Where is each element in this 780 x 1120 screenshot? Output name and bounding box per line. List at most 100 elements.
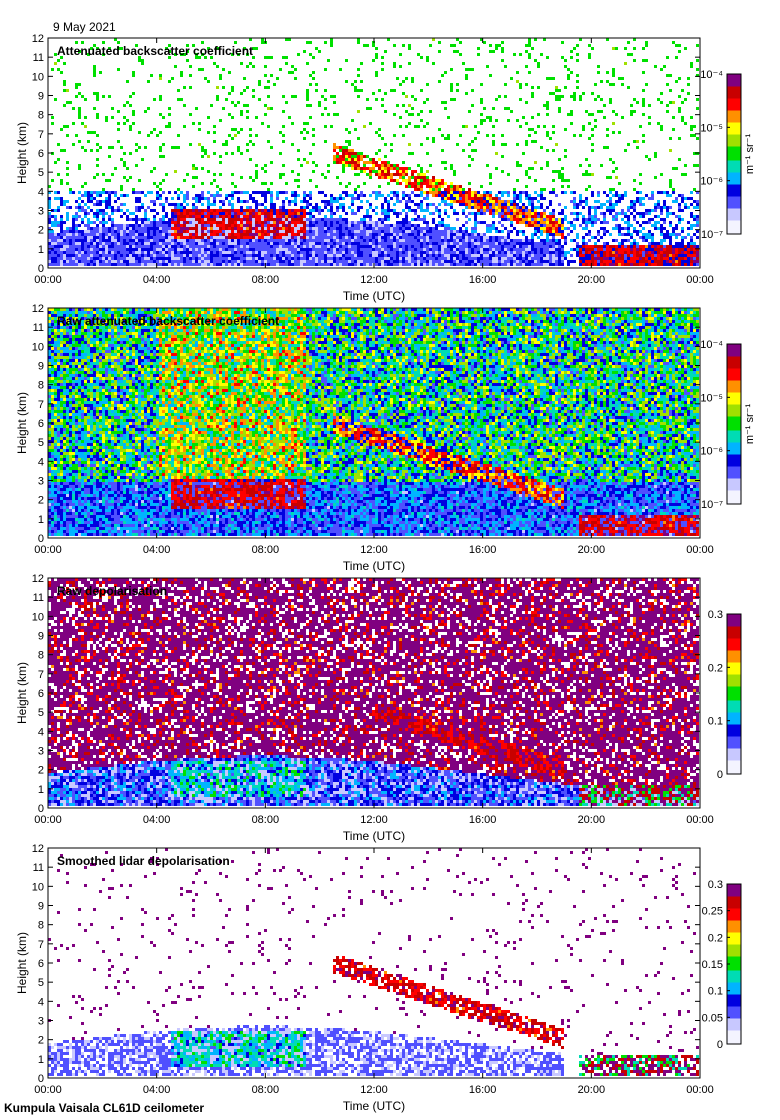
colorbar-tick-label: 10⁻⁴ — [700, 69, 723, 81]
y-tick-label: 8 — [38, 650, 44, 662]
x-tick-label: 00:00 — [686, 1084, 714, 1096]
y-tick-label: 7 — [38, 399, 44, 411]
y-tick-label: 6 — [38, 958, 44, 970]
y-tick-label: 4 — [38, 996, 44, 1008]
x-tick-label: 04:00 — [143, 544, 171, 556]
x-axis-label: Time (UTC) — [343, 1099, 405, 1113]
x-tick-label: 00:00 — [34, 1084, 62, 1096]
heatmap-field — [48, 578, 699, 806]
y-tick-label: 11 — [33, 52, 44, 64]
colorbar-tick-label: 10⁻⁵ — [700, 122, 723, 134]
x-tick-label: 00:00 — [686, 544, 714, 556]
colorbar-tick-label: 10⁻⁶ — [700, 446, 723, 458]
y-axis-label: Height (km) — [15, 932, 29, 994]
y-tick-label: 5 — [38, 977, 44, 989]
x-tick-label: 08:00 — [252, 1084, 280, 1096]
y-tick-label: 10 — [32, 611, 44, 623]
colorbar: 10⁻⁷10⁻⁶10⁻⁵10⁻⁴m⁻¹ sr⁻¹ — [700, 69, 756, 241]
x-tick-label: 00:00 — [686, 814, 714, 826]
y-tick-label: 10 — [32, 341, 44, 353]
y-tick-label: 1 — [38, 514, 44, 526]
colorbar-tick-label: 0.05 — [702, 1012, 723, 1024]
x-tick-label: 20:00 — [578, 814, 606, 826]
x-tick-label: 16:00 — [469, 1084, 497, 1096]
y-axis-label: Height (km) — [15, 662, 29, 724]
colorbar-tick-label: 0.2 — [708, 932, 723, 944]
y-tick-label: 9 — [38, 631, 44, 643]
y-tick-label: 11 — [33, 322, 44, 334]
x-tick-label: 08:00 — [252, 274, 280, 286]
x-tick-label: 20:00 — [578, 274, 606, 286]
x-axis-label: Time (UTC) — [343, 559, 405, 573]
y-tick-label: 8 — [38, 920, 44, 932]
panel-title: Smoothed lidar depolarisation — [57, 854, 230, 868]
y-tick-label: 6 — [38, 148, 44, 160]
colorbar-tick-label: 0.1 — [708, 986, 723, 998]
colorbar-tick-label: 10⁻⁶ — [700, 176, 723, 188]
y-tick-label: 5 — [38, 707, 44, 719]
x-tick-label: 12:00 — [360, 1084, 388, 1096]
x-tick-label: 12:00 — [360, 274, 388, 286]
y-tick-label: 8 — [38, 110, 44, 122]
y-tick-label: 7 — [38, 669, 44, 681]
y-tick-label: 8 — [38, 380, 44, 392]
y-tick-label: 6 — [38, 418, 44, 430]
x-tick-label: 16:00 — [469, 544, 497, 556]
instrument-label: Kumpula Vaisala CL61D ceilometer — [4, 1101, 204, 1115]
y-tick-label: 2 — [38, 225, 44, 237]
heatmap-field — [48, 308, 699, 536]
y-tick-label: 11 — [33, 592, 44, 604]
y-tick-label: 1 — [38, 784, 44, 796]
colorbar-tick-label: 0.3 — [708, 879, 723, 891]
panel-title: Raw attenuated backscatter coefficient — [57, 314, 279, 328]
x-tick-label: 04:00 — [143, 814, 171, 826]
panel-title: Attenuated backscatter coefficient — [57, 44, 253, 58]
x-tick-label: 04:00 — [143, 1084, 171, 1096]
y-tick-label: 3 — [38, 1016, 44, 1028]
x-tick-label: 00:00 — [34, 274, 62, 286]
y-tick-label: 2 — [38, 495, 44, 507]
y-tick-label: 10 — [32, 881, 44, 893]
colorbar-tick-label: 0.2 — [708, 662, 723, 674]
y-tick-label: 4 — [38, 186, 44, 198]
colorbar-tick-label: 0 — [717, 769, 723, 781]
y-tick-label: 6 — [38, 688, 44, 700]
y-axis-label: Height (km) — [15, 392, 29, 454]
y-tick-label: 4 — [38, 456, 44, 468]
x-tick-label: 08:00 — [252, 814, 280, 826]
x-tick-label: 12:00 — [360, 814, 388, 826]
colorbar-tick-label: 0.25 — [702, 906, 723, 918]
y-tick-label: 3 — [38, 746, 44, 758]
y-tick-label: 4 — [38, 726, 44, 738]
colorbar: 00.050.10.150.20.250.3 — [702, 879, 741, 1051]
y-tick-label: 9 — [38, 361, 44, 373]
y-tick-label: 12 — [32, 843, 44, 855]
colorbar-tick-label: 10⁻⁴ — [700, 339, 723, 351]
colorbar-unit: m⁻¹ sr⁻¹ — [744, 404, 756, 445]
colorbar-tick-label: 10⁻⁵ — [700, 392, 723, 404]
y-tick-label: 12 — [32, 573, 44, 585]
y-tick-label: 12 — [32, 33, 44, 45]
colorbar-tick-label: 0.3 — [708, 609, 723, 621]
y-tick-label: 9 — [38, 901, 44, 913]
x-axis-label: Time (UTC) — [343, 829, 405, 843]
panel-title: Raw depolarisation — [57, 584, 167, 598]
y-tick-label: 2 — [38, 765, 44, 777]
x-tick-label: 16:00 — [469, 274, 497, 286]
colorbar-tick-label: 10⁻⁷ — [701, 229, 723, 241]
y-tick-label: 7 — [38, 939, 44, 951]
y-tick-label: 1 — [38, 244, 44, 256]
y-tick-label: 3 — [38, 206, 44, 218]
x-tick-label: 04:00 — [143, 274, 171, 286]
y-tick-label: 7 — [38, 129, 44, 141]
colorbar-tick-label: 10⁻⁷ — [701, 499, 723, 511]
x-tick-label: 00:00 — [34, 814, 62, 826]
y-tick-label: 2 — [38, 1035, 44, 1047]
y-tick-label: 9 — [38, 91, 44, 103]
y-tick-label: 10 — [32, 71, 44, 83]
